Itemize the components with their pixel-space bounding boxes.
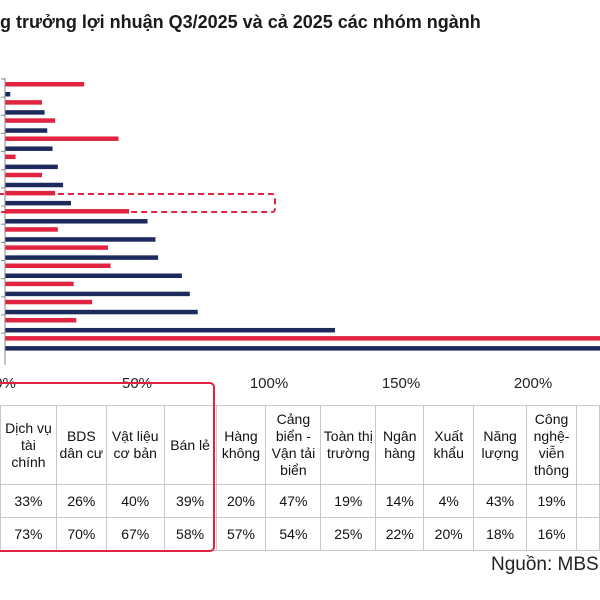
table-cell: 26% [55,484,107,518]
data-table: Dịch vụ tài chính BDS dân cư Vật liệu cơ… [0,405,600,551]
bar-q3-2025 [5,317,77,323]
column-header: Vật liệu cơ bản [105,405,165,485]
table-cell: 33% [0,484,57,518]
column-header: Công nghệ-viễn thông [526,405,577,485]
column-header: BDS dân cư [55,405,107,485]
table-cell: 18% [473,517,528,551]
table-cell: 54% [265,517,322,551]
table-cell: 67% [105,517,165,551]
bar-q3-2025 [5,281,74,287]
table-cell: 14% [375,484,425,518]
x-tick-label: 150% [382,375,420,392]
table-cell: 19% [320,484,377,518]
bar-full-2025 [5,200,71,206]
bar-q3-2025 [5,154,16,160]
bar-full-2025 [5,128,48,133]
bar-q3-2025 [5,118,56,123]
table-cell: 25% [320,517,377,551]
table-cell: 16% [526,517,577,551]
column-header: Cảng biển - Vận tải biển [265,405,322,485]
table-cell: 57% [215,517,267,551]
column-header: Ngân hàng [375,405,425,485]
bar-q3-2025 [5,82,85,87]
table-cell: 70% [55,517,107,551]
table-cell: 22% [375,517,425,551]
bar-full-2025 [5,346,600,351]
source-note: Nguồn: MBS [491,554,599,575]
bar-full-2025 [5,309,198,315]
bar-full-2025 [5,92,11,97]
bar-q3-2025 [5,263,111,268]
table-cell: 20% [215,484,267,518]
bar-full-2025 [5,219,148,224]
column-header: Hàng không [215,405,267,485]
bar-full-2025 [5,146,53,151]
bar-full-2025 [5,237,156,242]
red-highlight-box [0,382,215,552]
column-header: Xuất khẩu [423,405,475,485]
bar-full-2025 [5,182,64,188]
table-cell-empty [576,484,600,518]
x-tick-label: 200% [514,375,552,392]
bar-full-2025 [5,255,159,260]
bar-full-2025 [5,327,335,333]
bar-q3-2025 [5,172,42,178]
bar-q3-2025 [5,245,108,250]
table-cell: 47% [265,484,322,518]
table-cell: 40% [105,484,165,518]
table-cell: 20% [423,517,475,551]
bar-q3-2025 [5,100,42,105]
table-row-1: 33% 26% 40% 39% 20% 47% 19% 14% 4% 43% 1… [0,484,600,518]
table-cell-empty [576,517,600,551]
table-cell-empty [576,405,600,485]
bar-q3-2025 [5,227,58,232]
bar-q3-2025 [5,136,119,141]
bar-full-2025 [5,273,182,278]
chart-title: g trưởng lợi nhuận Q3/2025 và cả 2025 cá… [0,12,481,32]
bar-full-2025 [5,110,45,115]
table-cell: 4% [423,484,475,518]
column-header: Dịch vụ tài chính [0,405,57,485]
table-header-row: Dịch vụ tài chính BDS dân cư Vật liệu cơ… [0,405,600,485]
column-header: Năng lượng [473,405,528,485]
table-cell: 39% [163,484,217,518]
dashed-highlight-box [0,193,276,213]
table-cell: 43% [473,484,528,518]
bar-full-2025 [5,164,58,170]
table-cell: 19% [526,484,577,518]
bar-q3-2025 [5,299,93,305]
column-header: Toàn thị trường [320,405,377,485]
bar-q3-2025 [5,336,600,341]
bar-full-2025 [5,291,190,297]
x-tick-label: 100% [250,375,288,392]
